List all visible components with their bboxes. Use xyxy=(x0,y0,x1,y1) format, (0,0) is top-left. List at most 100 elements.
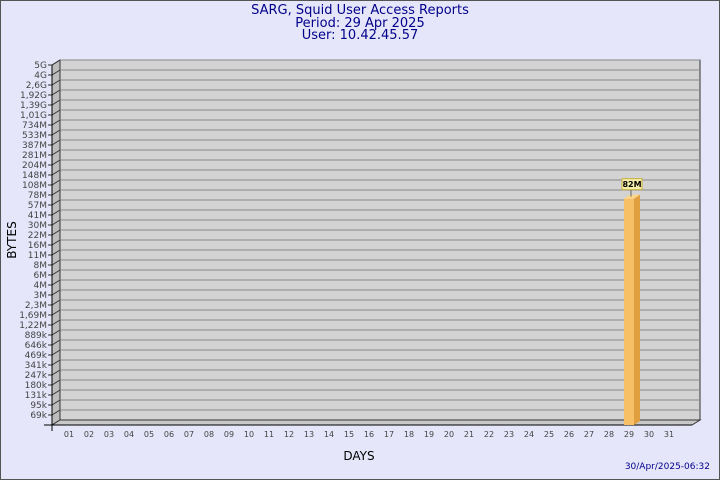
y-tick-label: 247k xyxy=(25,371,48,381)
x-tick-label: 13 xyxy=(304,430,314,439)
y-tick-diag xyxy=(51,389,61,396)
y-tick-label: 1,69M xyxy=(19,311,47,321)
y-tick-diag xyxy=(51,59,61,66)
y-tick-diag xyxy=(51,89,61,96)
y-tick-label: 469k xyxy=(25,351,48,361)
report-timestamp: 30/Apr/2025-06:32 xyxy=(624,462,710,472)
x-tick-label: 19 xyxy=(424,430,434,439)
y-tick-diag xyxy=(51,399,61,406)
x-tick-label: 01 xyxy=(64,430,74,439)
y-tick-label: 95k xyxy=(30,401,47,411)
x-tick-label: 23 xyxy=(504,430,514,439)
x-tick-label: 29 xyxy=(624,430,634,439)
y-tick-diag xyxy=(51,309,61,316)
data-label: 82M xyxy=(622,180,641,189)
x-tick-label: 11 xyxy=(264,430,274,439)
y-tick-label: 1,22M xyxy=(19,321,47,331)
y-tick-diag xyxy=(51,299,61,306)
y-tick-label: 1,39G xyxy=(20,101,47,111)
y-tick-diag xyxy=(51,149,61,156)
x-tick-label: 03 xyxy=(104,430,114,439)
y-tick-diag xyxy=(51,209,61,216)
x-tick-label: 25 xyxy=(544,430,554,439)
y-tick-diag xyxy=(51,359,61,366)
bar-day-29 xyxy=(624,198,634,425)
x-tick-label: 24 xyxy=(524,430,534,439)
y-tick-diag xyxy=(51,239,61,246)
y-tick-label: 341k xyxy=(25,361,48,371)
x-tick-label: 21 xyxy=(464,430,474,439)
x-tick-label: 17 xyxy=(384,430,394,439)
y-tick-label: 889k xyxy=(25,331,48,341)
y-tick-label: 1,92G xyxy=(20,91,47,101)
x-tick-label: 28 xyxy=(604,430,614,439)
x-tick-label: 09 xyxy=(224,430,234,439)
y-tick-label: 30M xyxy=(28,221,47,231)
x-tick-label: 20 xyxy=(444,430,454,439)
x-tick-label: 10 xyxy=(244,430,254,439)
y-tick-diag xyxy=(51,349,61,356)
plot-floor xyxy=(50,419,702,426)
x-axis-label: DAYS xyxy=(343,449,374,463)
y-tick-label: 6M xyxy=(34,271,48,281)
x-tick-label: 14 xyxy=(324,430,334,439)
x-tick-label: 02 xyxy=(84,430,94,439)
y-tick-diag xyxy=(51,169,61,176)
y-tick-label: 204M xyxy=(22,161,47,171)
y-tick-label: 734M xyxy=(22,121,47,131)
y-tick-diag xyxy=(51,69,61,76)
y-tick-diag xyxy=(51,339,61,346)
x-tick-label: 12 xyxy=(284,430,294,439)
y-tick-diag xyxy=(51,79,61,86)
y-tick-diag xyxy=(51,319,61,326)
y-tick-diag xyxy=(51,269,61,276)
x-tick-label: 18 xyxy=(404,430,414,439)
y-tick-label: 69k xyxy=(30,411,47,421)
y-tick-diag xyxy=(51,219,61,226)
y-tick-label: 11M xyxy=(28,251,47,261)
x-tick-label: 16 xyxy=(364,430,374,439)
y-tick-label: 5G xyxy=(34,61,47,71)
y-tick-label: 533M xyxy=(22,131,47,141)
y-tick-label: 180k xyxy=(25,381,48,391)
y-tick-diag xyxy=(51,259,61,266)
bar-side xyxy=(634,194,640,425)
y-tick-diag xyxy=(51,229,61,236)
y-tick-label: 2,6G xyxy=(26,81,47,91)
y-tick-diag xyxy=(51,409,61,416)
chart-title: SARG, Squid User Access Reports xyxy=(251,3,469,18)
chart-period: Period: 29 Apr 2025 xyxy=(295,16,425,31)
y-tick-diag xyxy=(51,329,61,336)
y-tick-diag xyxy=(51,139,61,146)
y-tick-label: 148M xyxy=(22,171,47,181)
y-axis-label: BYTES xyxy=(5,221,19,258)
y-tick-label: 3M xyxy=(34,291,48,301)
y-tick-diag xyxy=(51,159,61,166)
y-tick-label: 4G xyxy=(34,71,47,81)
y-tick-label: 108M xyxy=(22,181,47,191)
y-tick-diag xyxy=(51,129,61,136)
y-tick-label: 22M xyxy=(28,231,47,241)
x-tick-label: 07 xyxy=(184,430,194,439)
x-tick-label: 31 xyxy=(664,430,674,439)
y-tick-diag xyxy=(51,289,61,296)
y-tick-label: 1,01G xyxy=(20,111,47,121)
x-tick-label: 22 xyxy=(484,430,494,439)
y-tick-diag xyxy=(51,119,61,126)
x-tick-label: 08 xyxy=(204,430,214,439)
y-tick-diag xyxy=(51,369,61,376)
x-tick-label: 05 xyxy=(144,430,154,439)
y-tick-label: 2,3M xyxy=(25,301,47,311)
x-tick-label: 15 xyxy=(344,430,354,439)
y-tick-diag xyxy=(51,279,61,286)
x-tick-label: 26 xyxy=(564,430,574,439)
y-tick-label: 8M xyxy=(34,261,48,271)
y-tick-label: 16M xyxy=(28,241,47,251)
y-tick-diag xyxy=(51,199,61,206)
x-tick-label: 27 xyxy=(584,430,594,439)
y-tick-label: 78M xyxy=(28,191,47,201)
chart-user: User: 10.42.45.57 xyxy=(301,28,419,43)
y-tick-diag xyxy=(51,379,61,386)
y-tick-diag xyxy=(51,109,61,116)
